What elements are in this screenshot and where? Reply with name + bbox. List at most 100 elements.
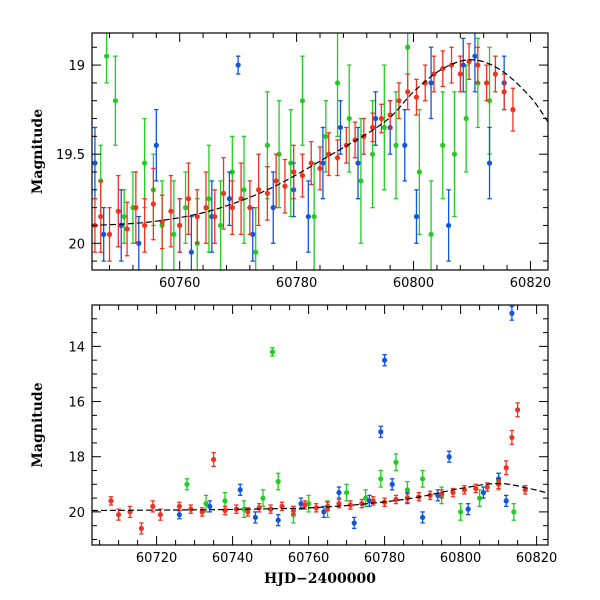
data-point bbox=[250, 231, 256, 237]
data-point bbox=[396, 98, 402, 104]
data-point bbox=[370, 498, 376, 504]
data-point bbox=[370, 151, 376, 157]
data-point bbox=[440, 142, 446, 148]
top-panel: 60760 60780 60800 60820 19 19.5 20 Magnitude bbox=[30, 32, 551, 291]
plot-area bbox=[92, 305, 548, 535]
x-tick-label: 60760 bbox=[159, 276, 200, 291]
data-point bbox=[422, 80, 428, 86]
data-point bbox=[253, 249, 259, 255]
model-curve bbox=[92, 482, 548, 512]
data-point bbox=[203, 501, 209, 507]
y-tick-label: 20 bbox=[68, 506, 85, 521]
data-point bbox=[347, 502, 353, 508]
data-point bbox=[203, 205, 209, 211]
data-point bbox=[305, 213, 311, 220]
data-point bbox=[326, 151, 332, 157]
data-point bbox=[321, 509, 327, 515]
data-point bbox=[473, 485, 479, 492]
data-point bbox=[382, 357, 388, 363]
data-point bbox=[393, 459, 399, 465]
data-point bbox=[344, 489, 350, 496]
data-point bbox=[270, 205, 276, 211]
data-point bbox=[199, 509, 205, 515]
data-point bbox=[336, 501, 342, 507]
data-point bbox=[472, 53, 478, 59]
data-point bbox=[451, 151, 458, 157]
series-0 bbox=[98, 33, 493, 270]
data-point bbox=[404, 495, 410, 501]
data-point bbox=[405, 44, 411, 50]
data-point bbox=[115, 208, 121, 214]
data-point bbox=[510, 107, 516, 113]
data-point bbox=[264, 142, 270, 148]
y-tick-label: 19 bbox=[68, 59, 85, 74]
data-point bbox=[486, 160, 493, 166]
data-point bbox=[458, 509, 464, 515]
data-point bbox=[206, 196, 212, 202]
data-point bbox=[446, 222, 452, 229]
data-point bbox=[440, 66, 446, 72]
data-point bbox=[168, 208, 174, 214]
data-point bbox=[501, 89, 507, 95]
data-point bbox=[252, 514, 258, 521]
data-point bbox=[218, 222, 224, 229]
data-point bbox=[313, 505, 319, 511]
y-axis-title: Magnitude bbox=[30, 109, 46, 194]
data-point bbox=[282, 183, 288, 189]
data-point bbox=[222, 498, 228, 504]
data-point bbox=[229, 169, 235, 175]
data-point bbox=[420, 476, 426, 482]
data-point bbox=[264, 190, 270, 196]
data-point bbox=[299, 98, 306, 104]
data-point bbox=[188, 506, 194, 512]
data-point bbox=[496, 481, 502, 487]
data-point bbox=[235, 62, 241, 68]
data-point bbox=[222, 507, 228, 514]
data-point bbox=[150, 201, 156, 207]
data-point bbox=[351, 520, 357, 526]
data-point bbox=[480, 489, 486, 496]
data-point bbox=[346, 115, 352, 122]
data-point bbox=[275, 478, 281, 485]
x-tick-label: 60820 bbox=[510, 276, 551, 291]
data-point bbox=[220, 190, 227, 196]
data-point bbox=[334, 80, 341, 86]
data-point bbox=[268, 506, 274, 512]
data-point bbox=[136, 240, 142, 246]
data-point bbox=[247, 205, 253, 211]
y-tick-label: 19.5 bbox=[56, 148, 85, 163]
data-point bbox=[416, 169, 422, 175]
data-point bbox=[153, 142, 159, 148]
data-point bbox=[142, 160, 148, 166]
data-point bbox=[413, 213, 420, 220]
series-2 bbox=[92, 43, 516, 262]
data-point bbox=[484, 80, 490, 86]
data-point bbox=[420, 514, 426, 521]
data-point bbox=[226, 196, 232, 202]
data-point bbox=[275, 517, 281, 523]
data-point bbox=[194, 213, 200, 220]
y-tick-label: 16 bbox=[68, 396, 85, 411]
data-point bbox=[381, 124, 387, 131]
data-point bbox=[503, 498, 509, 504]
data-point bbox=[108, 498, 114, 504]
data-point bbox=[446, 454, 452, 460]
data-point bbox=[337, 124, 344, 131]
data-point bbox=[343, 142, 349, 148]
plot-area bbox=[92, 33, 548, 270]
x-tick-label: 60820 bbox=[516, 551, 557, 566]
data-point bbox=[509, 310, 515, 316]
data-point bbox=[290, 507, 296, 514]
data-point bbox=[503, 465, 509, 471]
x-axis-title: HJD−2400000 bbox=[264, 571, 376, 587]
data-point bbox=[378, 476, 384, 482]
data-point bbox=[428, 80, 434, 86]
data-point bbox=[106, 231, 113, 237]
data-point bbox=[288, 160, 294, 166]
data-point bbox=[311, 213, 317, 220]
data-point bbox=[359, 501, 365, 507]
data-point bbox=[450, 489, 456, 496]
data-point bbox=[112, 98, 118, 104]
data-point bbox=[101, 231, 107, 237]
data-point bbox=[370, 124, 376, 131]
